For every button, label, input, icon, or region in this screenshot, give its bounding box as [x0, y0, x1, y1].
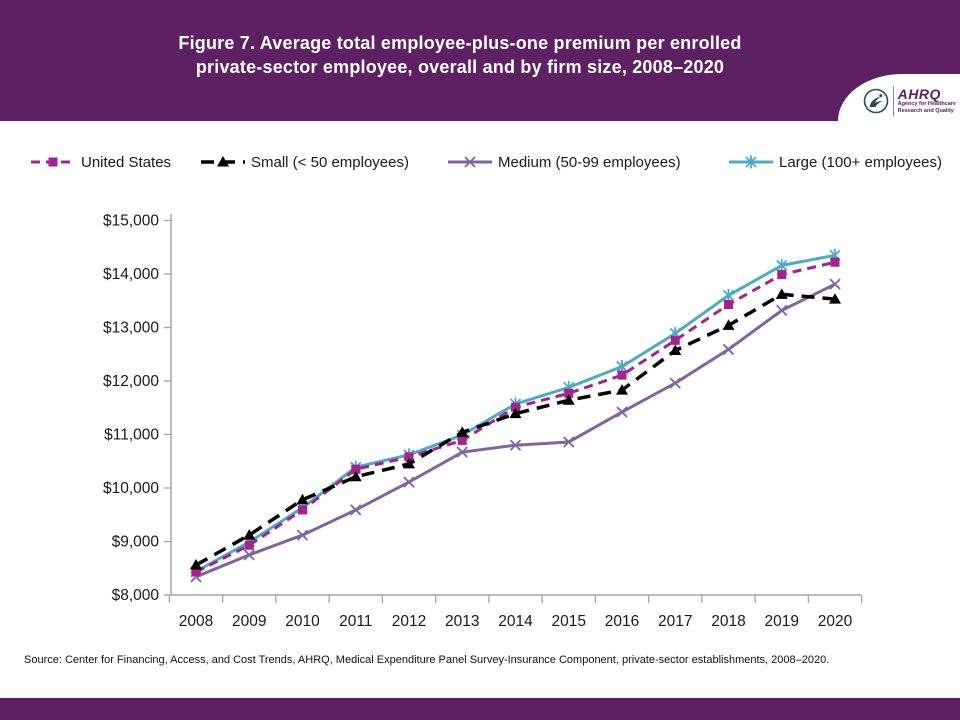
marker-square: [724, 299, 733, 309]
ahrq-tagline-line2: Research and Quality: [897, 107, 954, 114]
marker-x: [403, 476, 415, 488]
marker-star: [745, 155, 757, 169]
marker-triangle: [403, 457, 415, 469]
legend-item-medium-50-99-employees: Medium (50-99 employees): [447, 148, 681, 176]
legend-marker-square-icon: [31, 157, 75, 167]
marker-star: [776, 258, 788, 272]
marker-square: [830, 257, 840, 267]
source-note: Source: Center for Financing, Access, an…: [24, 654, 830, 666]
ahrq-logo-inner: AHRQ Agency for Healthcare Research and …: [863, 80, 960, 116]
marker-triangle: [190, 559, 202, 570]
marker-x: [829, 278, 841, 290]
x-axis-year-label: 2013: [445, 613, 479, 630]
y-axis-tick-label: $15,000: [103, 213, 159, 230]
marker-x: [464, 156, 476, 168]
legend-marker-triangle-icon: [201, 156, 245, 167]
series-united-states: [191, 257, 840, 577]
x-axis-year-label: 2018: [711, 613, 745, 630]
y-axis-tick-label: $9,000: [112, 534, 160, 551]
figure-title-line2: private-sector employee, overall and by …: [195, 57, 725, 77]
marker-square: [777, 270, 787, 280]
marker-triangle: [616, 384, 628, 395]
marker-triangle: [217, 156, 229, 167]
y-axis-tick-label: $12,000: [103, 373, 159, 390]
marker-x: [563, 436, 575, 448]
marker-square: [351, 464, 361, 474]
x-axis-year-label: 2016: [605, 613, 639, 630]
marker-square: [191, 567, 201, 577]
marker-triangle: [722, 319, 735, 330]
marker-square: [298, 505, 307, 515]
marker-x: [243, 549, 255, 561]
marker-triangle: [829, 293, 841, 304]
x-axis-year-label: 2009: [232, 613, 266, 630]
marker-triangle: [775, 288, 788, 299]
chart-legend: United States Small (< 50 employees) Mediu…: [0, 148, 960, 176]
marker-square: [617, 370, 627, 380]
marker-square: [48, 157, 58, 167]
marker-triangle: [456, 426, 469, 437]
x-axis-year-label: 2014: [498, 613, 533, 630]
x-axis-year-label: 2019: [765, 613, 799, 630]
marker-x: [509, 439, 522, 451]
marker-x: [296, 529, 309, 541]
bottom-band: [0, 698, 960, 720]
hhs-eagle-icon: [863, 88, 888, 113]
logo-divider: [892, 85, 894, 116]
figure-title-line1: Figure 7. Average total employee-plus-on…: [178, 33, 742, 53]
legend-item-united-states: United States: [30, 148, 171, 176]
y-axis-tick-label: $10,000: [103, 480, 159, 497]
marker-square: [404, 452, 414, 462]
y-axis-tick-label: $13,000: [103, 320, 159, 337]
legend-label: Medium (50-99 employees): [498, 153, 681, 171]
legend-label: Large (100+ employees): [779, 153, 943, 171]
legend-label: Small (< 50 employees): [251, 153, 409, 171]
x-axis-year-label: 2012: [392, 613, 426, 630]
marker-square: [511, 402, 520, 412]
marker-star: [722, 288, 735, 302]
series-medium-50-99-employees: [190, 278, 841, 583]
y-axis-tick-label: $8,000: [112, 587, 160, 604]
marker-triangle: [243, 529, 256, 540]
header-band: Figure 7. Average total employee-plus-on…: [0, 0, 960, 121]
marker-x: [350, 504, 362, 516]
marker-triangle: [349, 470, 362, 482]
ahrq-logo: AHRQ Agency for Healthcare Research and …: [838, 74, 960, 121]
series-line-medium-50-99-employees: [195, 282, 836, 579]
marker-triangle: [669, 344, 682, 356]
y-axis-tick-label: $14,000: [103, 266, 159, 283]
legend-marker-star-icon: [729, 155, 773, 169]
ahrq-wordmark: AHRQ: [897, 86, 941, 102]
legend-item-small-50-employees: Small (< 50 employees): [200, 148, 409, 176]
marker-triangle: [562, 394, 575, 405]
marker-square: [244, 540, 254, 550]
legend-marker-x-icon: [448, 156, 492, 168]
marker-triangle: [296, 493, 309, 505]
legend-label: United States: [81, 153, 172, 171]
x-axis-year-label: 2008: [179, 613, 213, 630]
x-axis-year-label: 2015: [552, 613, 586, 630]
x-axis-year-label: 2010: [285, 613, 320, 630]
marker-square: [564, 388, 574, 398]
marker-x: [722, 343, 735, 356]
y-axis-tick-label: $11,000: [104, 427, 159, 444]
marker-x: [616, 406, 628, 418]
series-line-small-50-employees: [195, 292, 836, 567]
legend-item-large-100-employees: Large (100+ employees): [728, 148, 942, 176]
x-axis-year-label: 2017: [658, 613, 692, 630]
series-small-50-employees: [190, 288, 841, 570]
logo-text: AHRQ Agency for Healthcare Research and …: [898, 87, 956, 114]
ahrq-tagline-line1: Agency for Healthcare: [897, 101, 956, 107]
x-axis-year-label: 2020: [818, 613, 853, 630]
marker-x: [776, 304, 788, 317]
marker-square: [457, 435, 467, 445]
x-axis-year-label: 2011: [339, 613, 372, 630]
marker-square: [670, 335, 680, 345]
chart: $8,000 $9,000 $10,000 $11,000 $12,000 $13,000…: [103, 213, 863, 630]
marker-x: [456, 446, 468, 458]
figure-title: Figure 7. Average total employee-plus-on…: [80, 31, 840, 79]
marker-x: [669, 377, 681, 389]
marker-triangle: [509, 407, 522, 419]
